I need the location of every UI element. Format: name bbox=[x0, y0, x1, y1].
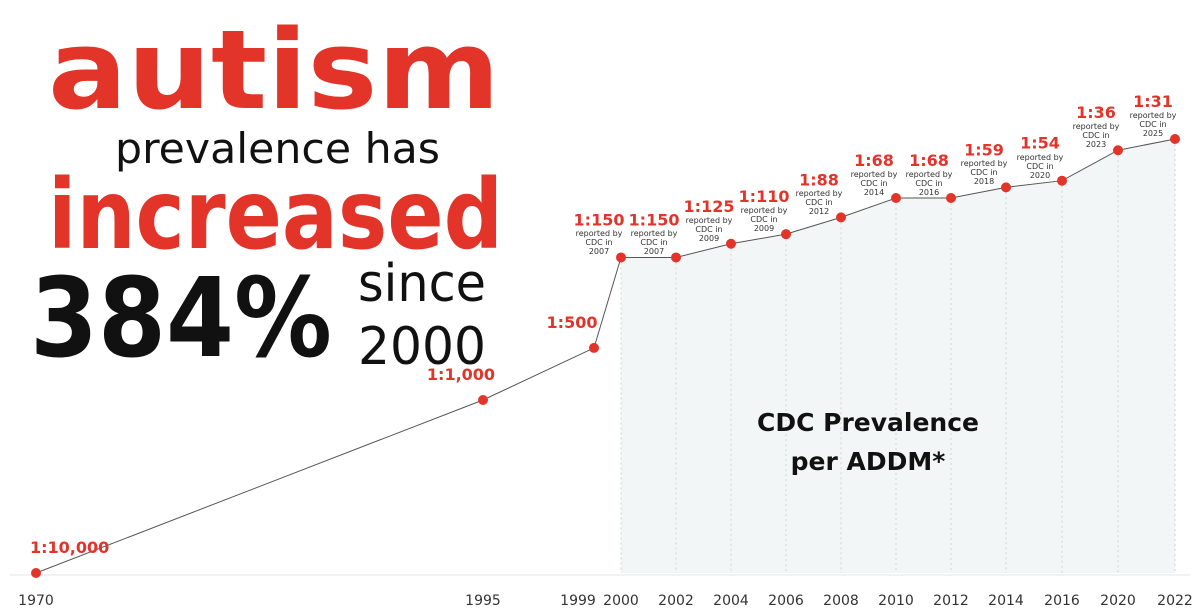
point bbox=[616, 252, 626, 263]
note: reported by CDC in 2009 bbox=[740, 206, 788, 234]
annotation: CDC Prevalence bbox=[757, 408, 979, 437]
value-label: 1:150 bbox=[629, 210, 680, 229]
note: reported by CDC in 2007 bbox=[630, 229, 678, 257]
headline-percent: 384% bbox=[30, 254, 332, 382]
point bbox=[478, 394, 488, 405]
point bbox=[1113, 145, 1123, 156]
value-label: 1:150 bbox=[574, 210, 625, 229]
note: reported by CDC in 2020 bbox=[1016, 152, 1064, 180]
x-tick-label: 2014 bbox=[988, 593, 1024, 609]
annotation: per ADDM* bbox=[791, 447, 946, 476]
headline-year: 2000 bbox=[358, 317, 486, 377]
value-label: 1:125 bbox=[684, 197, 735, 216]
x-tick-label: 1999 bbox=[560, 593, 596, 609]
value-label: 1:36 bbox=[1076, 103, 1116, 122]
point bbox=[589, 342, 599, 353]
x-tick-label: 2010 bbox=[878, 593, 914, 609]
x-tick-label: 2006 bbox=[768, 593, 804, 609]
note: reported by CDC in 2016 bbox=[905, 170, 953, 198]
x-tick-label: 2012 bbox=[933, 593, 969, 609]
x-tick-label: 2000 bbox=[603, 593, 639, 609]
x-tick-label: 1995 bbox=[465, 593, 501, 609]
headline-autism: autism bbox=[48, 6, 500, 134]
note: reported by CDC in 2025 bbox=[1129, 111, 1177, 138]
value-label: 1:31 bbox=[1133, 92, 1173, 111]
headline-prevalence: prevalence has bbox=[115, 124, 440, 173]
point bbox=[946, 193, 956, 204]
x-tick-label: 1970 bbox=[18, 593, 54, 609]
point bbox=[836, 212, 846, 223]
value-label: 1:88 bbox=[799, 170, 839, 189]
x-tick-label: 2008 bbox=[823, 593, 859, 609]
value-label: 1:59 bbox=[964, 140, 1004, 159]
x-tick-label: 2022 bbox=[1157, 593, 1193, 609]
value-label: 1:10,000 bbox=[30, 538, 109, 557]
note: reported by CDC in 2012 bbox=[795, 189, 843, 217]
note: reported by CDC in 2023 bbox=[1072, 122, 1120, 150]
point bbox=[891, 193, 901, 204]
note: reported by CDC in 2018 bbox=[960, 159, 1008, 187]
point bbox=[1001, 182, 1011, 193]
area-shade bbox=[621, 139, 1175, 573]
note: reported by CDC in 2007 bbox=[575, 229, 623, 257]
value-label: 1:68 bbox=[854, 151, 894, 170]
line bbox=[35, 138, 1176, 574]
point bbox=[1057, 175, 1067, 186]
point bbox=[31, 568, 41, 578]
point bbox=[1170, 134, 1180, 144]
x-tick-label: 2020 bbox=[1100, 593, 1136, 609]
value-label: 1:500 bbox=[547, 313, 598, 332]
point bbox=[781, 229, 791, 240]
x-tick-label: 2002 bbox=[658, 593, 694, 609]
x-tick-label: 2004 bbox=[713, 593, 749, 609]
headline-increased: increased bbox=[48, 159, 503, 271]
x-tick-label: 2016 bbox=[1044, 593, 1080, 609]
note: reported by CDC in 2009 bbox=[685, 215, 733, 243]
point bbox=[726, 238, 736, 249]
value-label: 1:110 bbox=[739, 187, 790, 206]
value-label: 1:54 bbox=[1020, 134, 1060, 153]
point bbox=[671, 252, 681, 263]
headline-since: since bbox=[358, 254, 486, 314]
value-label: 1:1,000 bbox=[427, 365, 495, 384]
note: reported by CDC in 2014 bbox=[850, 170, 898, 198]
value-label: 1:68 bbox=[909, 151, 949, 170]
